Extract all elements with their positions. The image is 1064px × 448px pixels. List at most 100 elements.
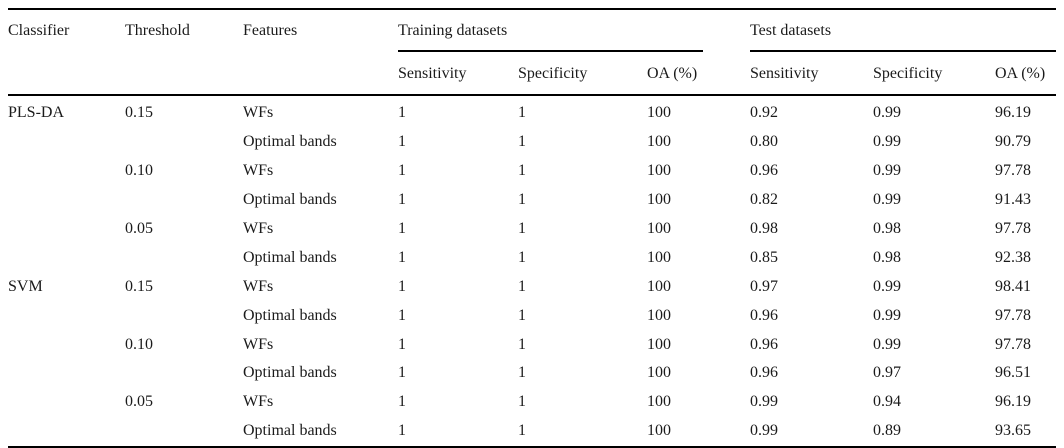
cell-features: Optimal bands — [243, 422, 337, 440]
table-body: PLS-DA 0.15 WFs 1 1 100 0.92 0.99 96.19 Optimal b… — [8, 95, 1056, 447]
cell-test-sensitivity: 0.96 — [750, 162, 778, 180]
cell-test-sensitivity: 0.96 — [750, 306, 778, 324]
cell-features: Optimal bands — [243, 133, 337, 151]
cell-train-sensitivity: 1 — [398, 393, 406, 411]
cell-features: WFs — [243, 335, 274, 353]
cell-test-oa: 97.78 — [995, 335, 1031, 353]
cell-train-oa: 100 — [647, 393, 671, 411]
cell-threshold — [125, 243, 243, 272]
cell-train-oa: 100 — [647, 220, 671, 237]
table-row: Optimal bands 1 1 100 0.80 0.99 90.79 — [8, 128, 1056, 157]
cell-test-specificity: 0.99 — [873, 133, 901, 151]
cell-test-sensitivity: 0.98 — [750, 220, 778, 237]
cell-classifier: PLS-DA — [8, 104, 65, 122]
cell-train-specificity: 1 — [518, 422, 526, 440]
cell-train-specificity: 1 — [518, 306, 526, 324]
cell-test-oa: 97.78 — [995, 306, 1031, 324]
table-row: 0.05 WFs 1 1 100 0.99 0.94 96.19 — [8, 388, 1056, 417]
cell-features: WFs — [243, 104, 274, 122]
column-header-test-sensitivity: Sensitivity — [750, 52, 873, 96]
cell-classifier — [8, 243, 125, 272]
cell-threshold: 0.10 — [125, 162, 153, 180]
cell-test-oa: 96.19 — [995, 104, 1031, 122]
cell-train-sensitivity: 1 — [398, 191, 406, 209]
cell-test-specificity: 0.99 — [873, 335, 901, 353]
column-header-features: Features — [243, 9, 398, 96]
cell-train-sensitivity: 1 — [398, 104, 406, 122]
group-header-training-datasets: Training datasets — [398, 9, 750, 52]
cell-train-sensitivity: 1 — [398, 364, 406, 382]
cell-threshold: 0.15 — [125, 277, 153, 295]
cell-train-sensitivity: 1 — [398, 220, 406, 237]
cell-threshold — [125, 186, 243, 215]
cell-threshold: 0.05 — [125, 393, 153, 411]
cell-test-oa: 96.51 — [995, 364, 1031, 382]
cell-test-oa: 96.19 — [995, 393, 1031, 411]
cell-classifier — [8, 157, 125, 186]
column-header-training-oa: OA (%) — [647, 52, 750, 96]
cell-train-oa: 100 — [647, 248, 671, 266]
cell-test-sensitivity: 0.99 — [750, 393, 778, 411]
cell-features: WFs — [243, 220, 274, 237]
column-header-training-specificity: Specificity — [518, 52, 647, 96]
cell-train-specificity: 1 — [518, 393, 526, 411]
cell-train-sensitivity: 1 — [398, 277, 406, 295]
group-header-training-label: Training datasets — [398, 22, 508, 39]
cell-train-specificity: 1 — [518, 277, 526, 295]
cell-train-sensitivity: 1 — [398, 422, 406, 440]
group-header-training-rule: Training datasets — [398, 21, 703, 52]
cell-classifier — [8, 359, 125, 388]
table-row: Optimal bands 1 1 100 0.85 0.98 92.38 — [8, 243, 1056, 272]
table-row: Optimal bands 1 1 100 0.99 0.89 93.65 — [8, 417, 1056, 447]
cell-threshold — [125, 417, 243, 447]
column-header-test-specificity: Specificity — [873, 52, 995, 96]
cell-train-oa: 100 — [647, 191, 671, 209]
cell-features: Optimal bands — [243, 248, 337, 266]
cell-test-sensitivity: 0.80 — [750, 133, 778, 151]
cell-classifier — [8, 388, 125, 417]
table-row: Optimal bands 1 1 100 0.96 0.99 97.78 — [8, 301, 1056, 330]
cell-test-sensitivity: 0.99 — [750, 422, 778, 440]
cell-threshold — [125, 128, 243, 157]
cell-train-specificity: 1 — [518, 335, 526, 353]
cell-test-specificity: 0.97 — [873, 364, 901, 382]
cell-train-oa: 100 — [647, 364, 671, 382]
cell-train-sensitivity: 1 — [398, 133, 406, 151]
cell-features: Optimal bands — [243, 306, 337, 324]
cell-classifier — [8, 215, 125, 244]
cell-test-sensitivity: 0.85 — [750, 248, 778, 266]
cell-test-sensitivity: 0.97 — [750, 277, 778, 295]
column-header-threshold: Threshold — [125, 9, 243, 96]
cell-train-specificity: 1 — [518, 191, 526, 209]
cell-test-specificity: 0.99 — [873, 191, 901, 209]
table-row: PLS-DA 0.15 WFs 1 1 100 0.92 0.99 96.19 — [8, 95, 1056, 128]
cell-train-oa: 100 — [647, 162, 671, 180]
cell-test-specificity: 0.89 — [873, 422, 901, 440]
table-row: Optimal bands 1 1 100 0.82 0.99 91.43 — [8, 186, 1056, 215]
cell-classifier: SVM — [8, 277, 43, 295]
cell-test-oa: 93.65 — [995, 422, 1031, 440]
table-row: Optimal bands 1 1 100 0.96 0.97 96.51 — [8, 359, 1056, 388]
cell-test-sensitivity: 0.82 — [750, 191, 778, 209]
cell-features: Optimal bands — [243, 364, 337, 382]
cell-threshold: 0.10 — [125, 335, 153, 353]
cell-train-oa: 100 — [647, 335, 671, 353]
cell-features: WFs — [243, 162, 274, 180]
cell-train-specificity: 1 — [518, 248, 526, 266]
cell-test-oa: 98.41 — [995, 277, 1031, 295]
column-header-test-oa: OA (%) — [995, 52, 1057, 96]
cell-train-specificity: 1 — [518, 220, 526, 237]
cell-train-oa: 100 — [647, 306, 671, 324]
cell-test-oa: 92.38 — [995, 248, 1031, 266]
cell-test-oa: 97.78 — [995, 162, 1031, 180]
cell-test-specificity: 0.94 — [873, 393, 901, 411]
group-header-test-rule: Test datasets — [750, 21, 1057, 52]
table-row: 0.10 WFs 1 1 100 0.96 0.99 97.78 — [8, 330, 1056, 359]
cell-train-sensitivity: 1 — [398, 306, 406, 324]
cell-train-specificity: 1 — [518, 104, 526, 122]
group-header-test-datasets: Test datasets — [750, 9, 1057, 52]
cell-test-sensitivity: 0.96 — [750, 335, 778, 353]
cell-train-oa: 100 — [647, 133, 671, 151]
cell-threshold: 0.15 — [125, 104, 153, 122]
